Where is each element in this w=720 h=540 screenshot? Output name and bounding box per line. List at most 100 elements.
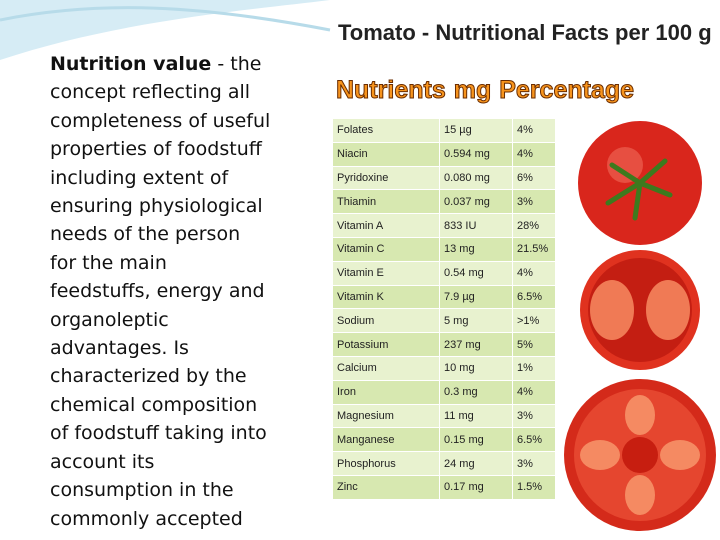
text-line: account its — [50, 448, 330, 476]
text-span: needs of the person — [50, 223, 241, 246]
table-cell: Vitamin K — [332, 284, 440, 310]
table-cell: 5 mg — [439, 308, 513, 334]
table-cell: 0.15 mg — [439, 427, 513, 453]
text-line: organoleptic — [50, 306, 330, 334]
table-cell: 0.080 mg — [439, 165, 513, 191]
table-row: Calcium 10 mg 1% — [332, 355, 556, 381]
text-span: including extent of — [50, 166, 229, 189]
table-cell: Vitamin C — [332, 236, 440, 262]
text-line: concept reflecting all — [50, 78, 330, 106]
text-line: properties of foodstuff — [50, 135, 330, 163]
table-row: Thiamin 0.037 mg 3% — [332, 189, 556, 215]
table-cell: 13 mg — [439, 236, 513, 262]
table-row: Sodium 5 mg >1% — [332, 308, 556, 334]
panel-title: Tomato - Nutritional Facts per 100 g — [338, 20, 712, 45]
table-cell: 0.54 mg — [439, 260, 513, 286]
text-span: commonly accepted — [50, 507, 243, 530]
table-cell: 4% — [512, 379, 556, 405]
text-span: of foodstuff taking into — [50, 422, 267, 445]
table-cell: Calcium — [332, 355, 440, 381]
text-span: properties of foodstuff — [50, 138, 262, 161]
table-cell: 10 mg — [439, 355, 513, 381]
table-cell: 0.17 mg — [439, 474, 513, 500]
text-line: needs of the person — [50, 220, 330, 248]
text-span: organoleptic — [50, 308, 169, 331]
table-cell: 3% — [512, 451, 556, 476]
table-row: Vitamin A 833 IU 28% — [332, 213, 556, 238]
table-cell: Potassium — [332, 332, 440, 357]
text-line: feedstuffs, energy and — [50, 277, 330, 305]
table-cell: 7.9 µg — [439, 284, 513, 310]
table-row: Iron 0.3 mg 4% — [332, 379, 556, 405]
table-row: Vitamin C 13 mg 21.5% — [332, 236, 556, 262]
table-row: Magnesium 11 mg 3% — [332, 403, 556, 429]
table-cell: Zinc — [332, 474, 440, 500]
table-cell: 6% — [512, 165, 556, 191]
table-cell: 0.037 mg — [439, 189, 513, 215]
table-row: Vitamin E 0.54 mg 4% — [332, 260, 556, 286]
column-headings: Nutrients mg Percentage — [336, 76, 642, 105]
text-line: of foodstuff taking into — [50, 419, 330, 447]
column-heading: mg — [453, 76, 492, 105]
table-cell: Pyridoxine — [332, 165, 440, 191]
table-cell: Phosphorus — [332, 451, 440, 476]
table-cell: 3% — [512, 403, 556, 429]
text-span: for the main — [50, 251, 167, 274]
text-line: commonly accepted — [50, 505, 330, 533]
bold-term: Nutrition value — [50, 53, 212, 75]
table-row: Potassium 237 mg 5% — [332, 332, 556, 357]
table-cell: 24 mg — [439, 451, 513, 476]
text-span: ensuring physiological — [50, 195, 263, 218]
text-span: characterized by the — [50, 365, 247, 388]
table-cell: Iron — [332, 379, 440, 405]
table-row: Manganese 0.15 mg 6.5% — [332, 427, 556, 453]
table-cell: 3% — [512, 189, 556, 215]
text-line: for the main — [50, 249, 330, 277]
table-cell: 6.5% — [512, 284, 556, 310]
text-line: Nutrition value - the — [50, 50, 330, 78]
table-cell: Folates — [332, 118, 440, 143]
table-cell: 5% — [512, 332, 556, 357]
table-row: Niacin 0.594 mg 4% — [332, 141, 556, 167]
table-row: Zinc 0.17 mg 1.5% — [332, 474, 556, 500]
text-line: ensuring physiological — [50, 192, 330, 220]
text-span: concept reflecting all — [50, 81, 251, 104]
table-cell: Niacin — [332, 141, 440, 167]
table-cell: 833 IU — [439, 213, 513, 238]
text-span: consumption in the — [50, 479, 234, 502]
column-heading: Nutrients — [336, 76, 447, 105]
table-row: Vitamin K 7.9 µg 6.5% — [332, 284, 556, 310]
text-line: consumption in the — [50, 476, 330, 504]
text-span: advantages. Is — [50, 337, 189, 360]
table-cell: Magnesium — [332, 403, 440, 429]
body-text: Nutrition value - the concept reflecting … — [50, 50, 330, 533]
table-cell: Manganese — [332, 427, 440, 453]
table-cell: Thiamin — [332, 189, 440, 215]
table-cell: 6.5% — [512, 427, 556, 453]
table-cell: 21.5% — [512, 236, 556, 262]
table-row: Phosphorus 24 mg 3% — [332, 451, 556, 476]
text-span: completeness of useful — [50, 109, 271, 132]
text-line: completeness of useful — [50, 107, 330, 135]
table-cell: Vitamin E — [332, 260, 440, 286]
table-cell: 15 µg — [439, 118, 513, 143]
text-line: advantages. Is — [50, 334, 330, 362]
text-span: feedstuffs, energy and — [50, 280, 265, 303]
table-cell: 0.594 mg — [439, 141, 513, 167]
text-span: account its — [50, 450, 155, 473]
table-cell: Vitamin A — [332, 213, 440, 238]
table-cell: 11 mg — [439, 403, 513, 429]
text-span: - the — [217, 53, 262, 75]
table-cell: 28% — [512, 213, 556, 238]
table-cell: >1% — [512, 308, 556, 334]
table-cell: 0.3 mg — [439, 379, 513, 405]
table-cell: Sodium — [332, 308, 440, 334]
text-span: chemical composition — [50, 393, 258, 416]
table-cell: 1% — [512, 355, 556, 381]
table-row: Pyridoxine 0.080 mg 6% — [332, 165, 556, 191]
text-line: chemical composition — [50, 391, 330, 419]
table-cell: 4% — [512, 141, 556, 167]
nutrition-table: Folates 15 µg 4% Niacin 0.594 mg 4% Pyridoxine… — [332, 118, 556, 500]
